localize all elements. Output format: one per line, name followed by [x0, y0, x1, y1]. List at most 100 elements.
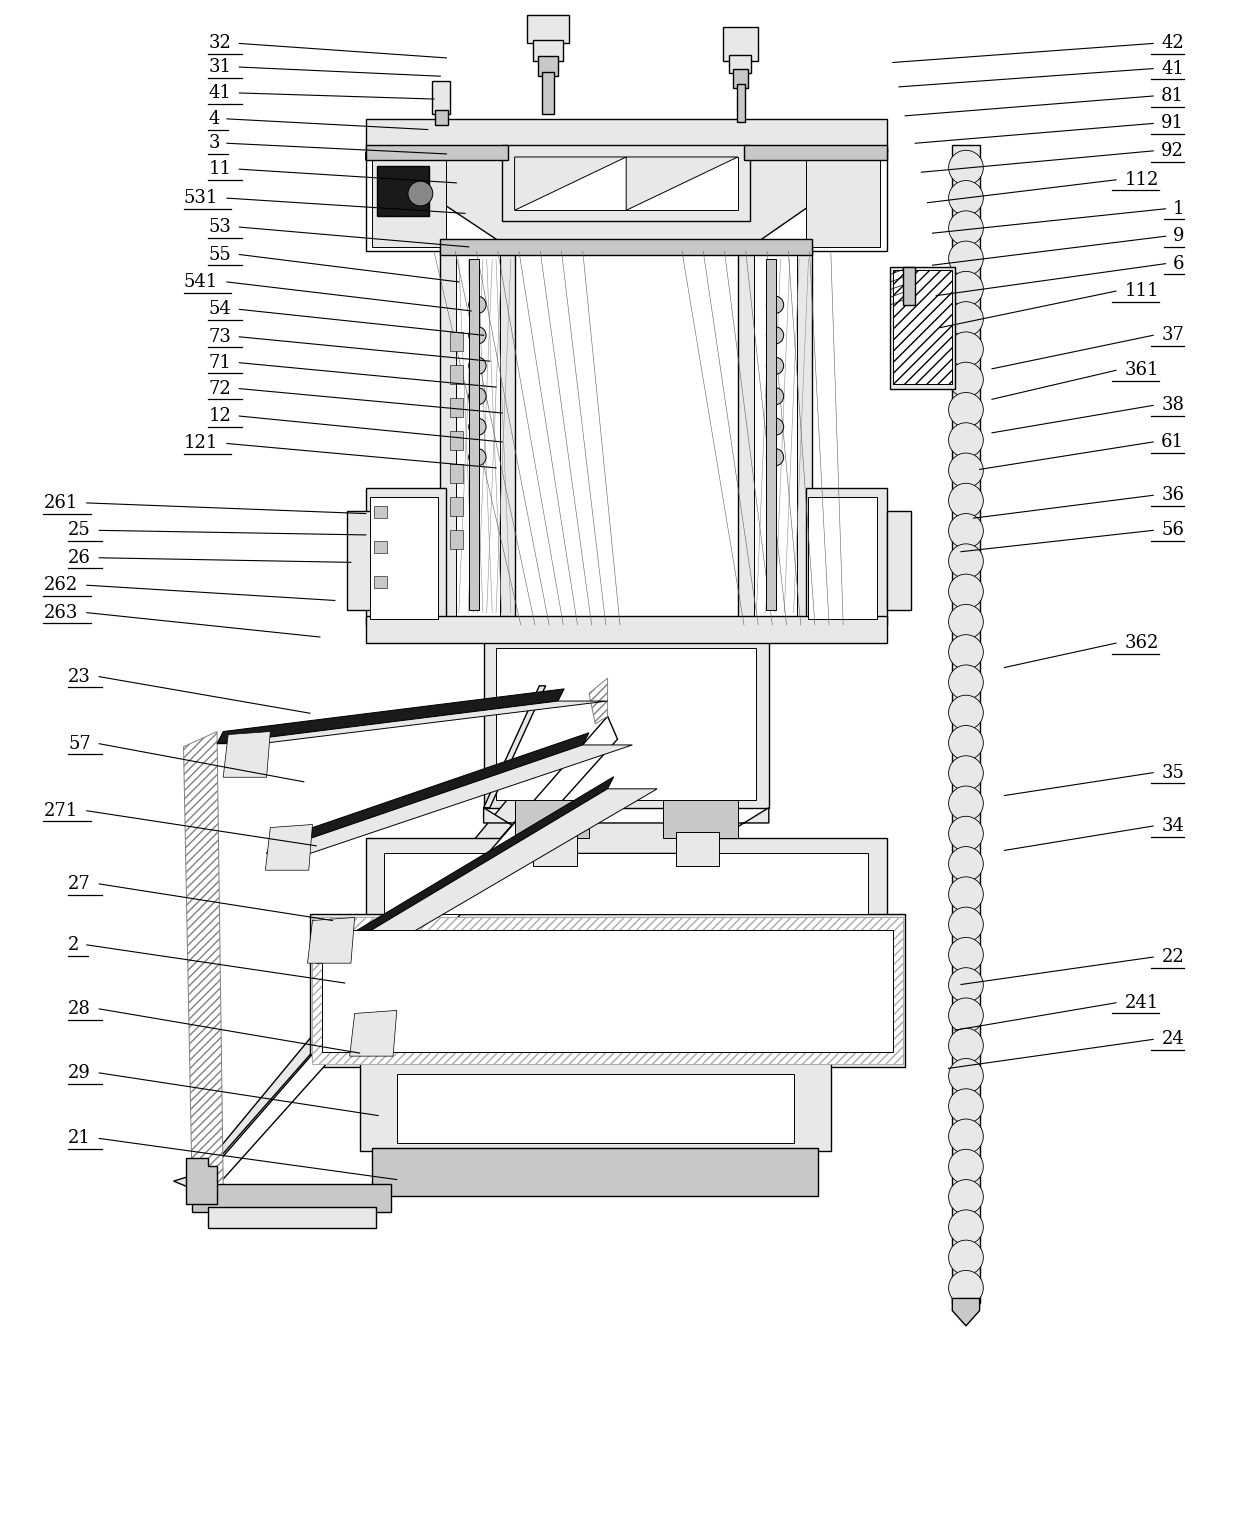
Circle shape	[949, 332, 983, 367]
Bar	[542, 72, 554, 114]
Polygon shape	[192, 716, 618, 1204]
Circle shape	[408, 181, 433, 206]
Text: 38: 38	[1161, 396, 1184, 415]
Text: 41: 41	[208, 84, 231, 102]
Text: 3: 3	[208, 134, 219, 152]
Text: 91: 91	[1161, 114, 1184, 133]
Text: 11: 11	[208, 160, 232, 178]
Bar	[663, 800, 738, 838]
Bar	[515, 800, 589, 838]
Polygon shape	[893, 270, 952, 384]
Bar	[538, 56, 558, 76]
Circle shape	[469, 387, 486, 405]
Polygon shape	[350, 1010, 397, 1056]
Circle shape	[949, 876, 983, 911]
Text: 27: 27	[68, 875, 91, 893]
Bar	[952, 145, 980, 1303]
Text: 42: 42	[1162, 35, 1184, 52]
Bar	[806, 155, 880, 247]
Polygon shape	[626, 157, 738, 210]
Text: 261: 261	[43, 494, 78, 512]
Bar	[432, 81, 450, 114]
Text: 1: 1	[1173, 200, 1184, 218]
Bar	[729, 55, 751, 73]
Bar	[733, 69, 748, 88]
Circle shape	[469, 326, 486, 344]
Text: 37: 37	[1162, 326, 1184, 344]
Circle shape	[949, 968, 983, 1003]
Bar	[808, 497, 877, 619]
Bar	[440, 239, 812, 255]
Circle shape	[949, 907, 983, 942]
Text: 541: 541	[184, 273, 218, 291]
Circle shape	[949, 756, 983, 791]
Polygon shape	[267, 733, 589, 853]
Text: 121: 121	[184, 434, 218, 453]
Text: 9: 9	[1173, 227, 1184, 245]
Polygon shape	[267, 745, 632, 853]
Polygon shape	[184, 732, 223, 1192]
Text: 531: 531	[184, 189, 218, 207]
Text: 53: 53	[208, 218, 231, 236]
Bar	[456, 255, 500, 617]
Circle shape	[766, 418, 784, 436]
Text: 34: 34	[1162, 817, 1184, 835]
Bar	[374, 576, 387, 588]
Circle shape	[949, 422, 983, 457]
Circle shape	[949, 1210, 983, 1245]
Circle shape	[949, 695, 983, 730]
Circle shape	[949, 544, 983, 579]
Text: 29: 29	[68, 1064, 91, 1082]
Text: 73: 73	[208, 328, 231, 346]
Bar	[738, 247, 812, 625]
Bar	[450, 431, 463, 450]
Text: 362: 362	[1125, 634, 1159, 652]
Bar	[435, 110, 448, 125]
Polygon shape	[174, 674, 657, 1189]
Bar	[366, 149, 508, 251]
Bar	[347, 511, 372, 610]
Text: 57: 57	[68, 735, 91, 753]
Text: 56: 56	[1162, 521, 1184, 539]
Bar	[766, 259, 776, 610]
Text: 81: 81	[1161, 87, 1184, 105]
Text: 55: 55	[208, 245, 231, 264]
Text: 262: 262	[43, 576, 78, 594]
Circle shape	[949, 1059, 983, 1093]
Circle shape	[949, 786, 983, 821]
Bar	[366, 145, 508, 160]
Text: 54: 54	[208, 300, 231, 319]
Bar	[887, 511, 911, 610]
Circle shape	[949, 1119, 983, 1154]
Bar	[366, 488, 446, 625]
Text: 111: 111	[1125, 282, 1159, 300]
Text: 23: 23	[68, 668, 91, 686]
Bar	[366, 838, 887, 922]
Bar	[450, 332, 463, 351]
Polygon shape	[316, 789, 657, 963]
Circle shape	[949, 1149, 983, 1184]
Text: 25: 25	[68, 521, 91, 539]
Bar	[723, 27, 758, 61]
Circle shape	[949, 998, 983, 1033]
Bar	[502, 145, 750, 221]
Bar	[366, 616, 887, 643]
Text: 35: 35	[1162, 764, 1184, 782]
Bar	[450, 398, 463, 416]
Text: 61: 61	[1161, 433, 1184, 451]
Circle shape	[949, 363, 983, 396]
Polygon shape	[316, 777, 614, 963]
Text: 263: 263	[43, 604, 78, 622]
Circle shape	[949, 151, 983, 184]
Circle shape	[949, 634, 983, 669]
Bar	[366, 119, 887, 152]
Circle shape	[949, 453, 983, 488]
Bar	[806, 488, 887, 625]
Circle shape	[469, 357, 486, 375]
Bar	[484, 632, 769, 808]
Polygon shape	[223, 732, 270, 777]
Circle shape	[949, 664, 983, 700]
Text: 271: 271	[43, 802, 78, 820]
Polygon shape	[217, 701, 608, 744]
Text: 6: 6	[1173, 255, 1184, 273]
